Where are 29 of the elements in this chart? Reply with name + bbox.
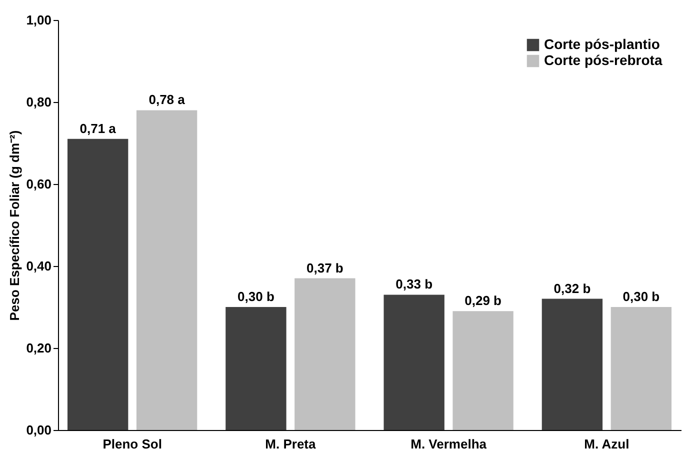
data-label: 0,33 b xyxy=(396,276,433,292)
bar xyxy=(452,311,514,430)
data-label: 0,29 b xyxy=(464,293,502,308)
x-tick-label: M. Vermelha xyxy=(410,436,488,452)
data-label: 0,71 a xyxy=(80,120,117,136)
bar xyxy=(136,110,198,430)
data-label: 0,78 a xyxy=(148,92,186,108)
bar xyxy=(610,307,672,430)
bar xyxy=(226,307,286,430)
y-tick-label: 0,80 xyxy=(26,94,52,110)
data-label: 0,30 b xyxy=(238,289,274,304)
x-tick-label: M. Azul xyxy=(584,436,630,452)
bar xyxy=(67,138,128,430)
y-tick-label: 0,20 xyxy=(26,340,52,356)
data-label: 0,32 b xyxy=(554,280,591,296)
bar xyxy=(294,278,356,430)
y-tick-label: 1,00 xyxy=(26,12,52,28)
bar xyxy=(384,294,444,430)
y-tick-label: 0,00 xyxy=(26,422,52,438)
legend-label: Corte pós-plantio xyxy=(544,36,660,52)
x-tick-label: M. Preta xyxy=(265,436,316,452)
bar xyxy=(542,298,603,430)
y-tick-label: 0,60 xyxy=(26,176,52,192)
y-axis-title: Peso Específico Foliar (g dm⁻²) xyxy=(7,130,22,321)
data-label: 0,30 b xyxy=(622,289,660,304)
legend-label: Corte pós-rebrota xyxy=(544,52,662,68)
y-tick-label: 0,40 xyxy=(26,258,52,274)
data-label: 0,37 b xyxy=(306,260,344,276)
x-tick-label: Pleno Sol xyxy=(102,436,162,452)
